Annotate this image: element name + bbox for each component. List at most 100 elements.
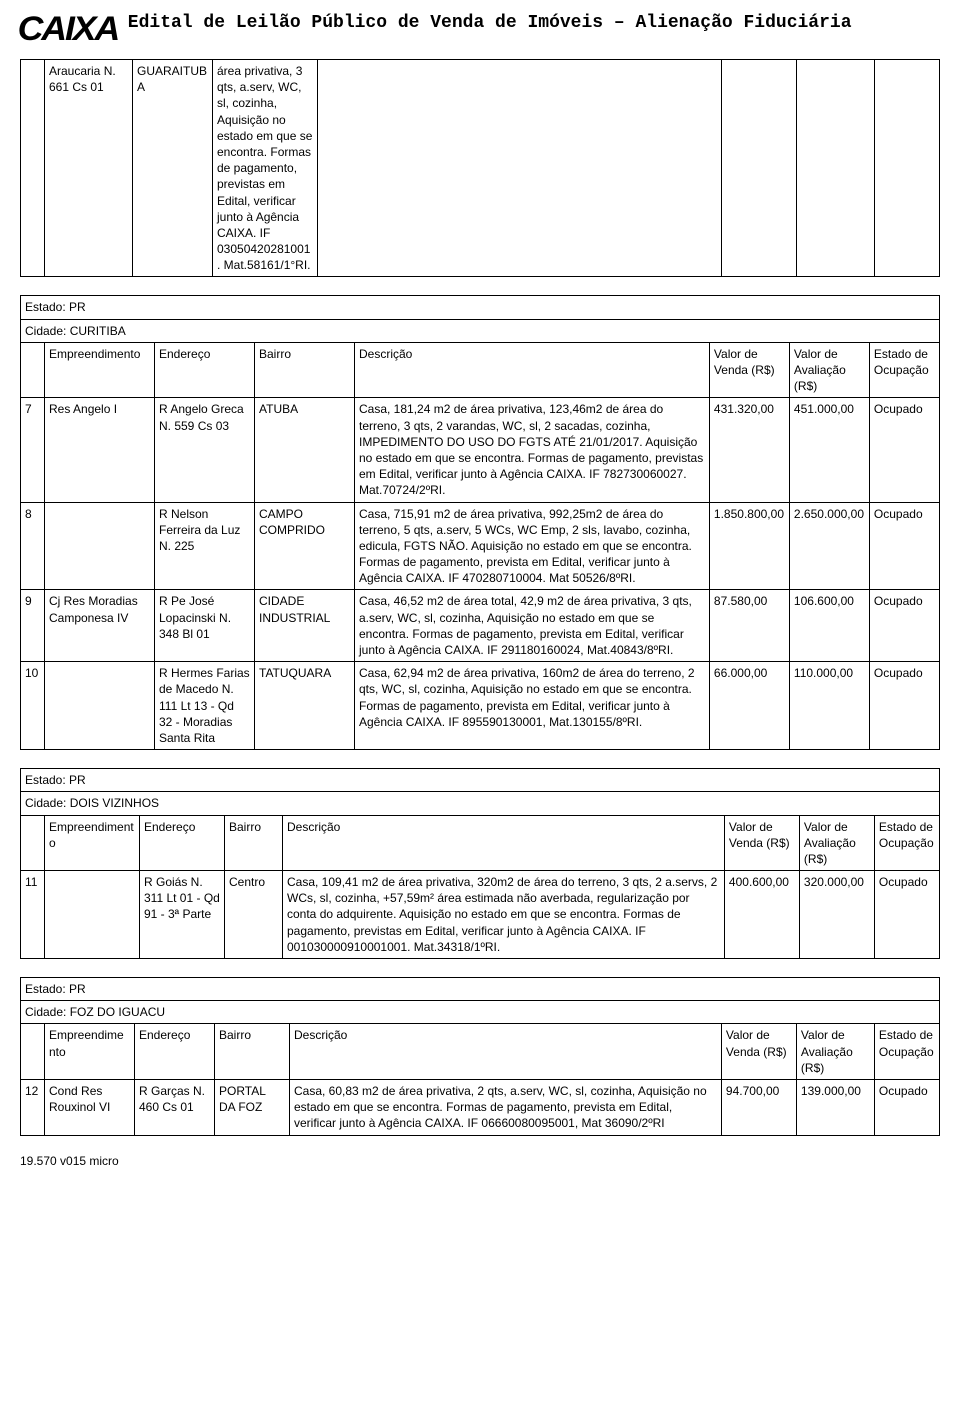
column-header-row: Empreendimento Endereço Bairro Descrição…	[21, 342, 940, 398]
cell-endereco: R Nelson Ferreira da Luz N. 225	[155, 502, 255, 590]
estado-label: Estado: PR	[21, 978, 940, 1001]
cell-ocupacao: Ocupado	[869, 398, 939, 502]
col-header	[21, 1024, 45, 1080]
cell-num: 11	[21, 871, 45, 959]
cell-descricao: área privativa, 3 qts, a.serv, WC, sl, c…	[213, 60, 318, 277]
document-title: Edital de Leilão Público de Venda de Imó…	[128, 10, 940, 35]
cell-ocupacao: Ocupado	[869, 502, 939, 590]
section-cidade-row: Cidade: FOZ DO IGUACU	[21, 1001, 940, 1024]
cell-empreendimento: Cond Res Rouxinol VI	[45, 1079, 135, 1135]
col-header	[21, 342, 45, 398]
cell-valor-avaliacao: 2.650.000,00	[789, 502, 869, 590]
cell-ocupacao: Ocupado	[869, 590, 939, 662]
section-doisvizinhos-table: Estado: PR Cidade: DOIS VIZINHOS Empreen…	[20, 768, 940, 959]
col-header: Bairro	[225, 815, 283, 871]
cell-valor-venda	[318, 60, 722, 277]
cell-extra	[875, 60, 940, 277]
col-header	[21, 815, 45, 871]
cell-valor-avaliacao: 110.000,00	[789, 662, 869, 750]
col-header: Endereço	[135, 1024, 215, 1080]
cell-valor-avaliacao	[722, 60, 797, 277]
section-estado-row: Estado: PR	[21, 296, 940, 319]
section-estado-row: Estado: PR	[21, 769, 940, 792]
cell-descricao: Casa, 62,94 m2 de área privativa, 160m2 …	[355, 662, 710, 750]
cell-valor-avaliacao: 320.000,00	[799, 871, 874, 959]
column-header-row: Empreendimento Endereço Bairro Descrição…	[21, 815, 940, 871]
col-header: Bairro	[215, 1024, 290, 1080]
cell-bairro: TATUQUARA	[255, 662, 355, 750]
continuation-table: Araucaria N. 661 Cs 01 GUARAITUBA área p…	[20, 59, 940, 277]
cell-bairro: GUARAITUBA	[133, 60, 213, 277]
cell-bairro: CIDADE INDUSTRIAL	[255, 590, 355, 662]
cell-valor-venda: 431.320,00	[709, 398, 789, 502]
cell-empreendimento	[45, 662, 155, 750]
table-row: Araucaria N. 661 Cs 01 GUARAITUBA área p…	[21, 60, 940, 277]
section-cidade-row: Cidade: CURITIBA	[21, 319, 940, 342]
cell-num: 8	[21, 502, 45, 590]
cell-valor-venda: 87.580,00	[709, 590, 789, 662]
col-header: Bairro	[255, 342, 355, 398]
col-header: Estado de Ocupação	[874, 1024, 939, 1080]
cell-valor-venda: 400.600,00	[724, 871, 799, 959]
cell-empreendimento: Res Angelo I	[45, 398, 155, 502]
cell-bairro: ATUBA	[255, 398, 355, 502]
col-header: Endereço	[155, 342, 255, 398]
col-header: Valor de Venda (R$)	[724, 815, 799, 871]
cell-bairro: Centro	[225, 871, 283, 959]
col-header: Descrição	[290, 1024, 722, 1080]
cell-num: 10	[21, 662, 45, 750]
cell-valor-avaliacao: 106.600,00	[789, 590, 869, 662]
cell-num: 9	[21, 590, 45, 662]
cell-valor-avaliacao: 139.000,00	[796, 1079, 874, 1135]
cell-endereco: R Garças N. 460 Cs 01	[135, 1079, 215, 1135]
section-estado-row: Estado: PR	[21, 978, 940, 1001]
col-header: Valor de Venda (R$)	[721, 1024, 796, 1080]
cell-num: 7	[21, 398, 45, 502]
cell-valor-venda: 94.700,00	[721, 1079, 796, 1135]
page-footer: 19.570 v015 micro	[20, 1154, 940, 1168]
cell-bairro: PORTAL DA FOZ	[215, 1079, 290, 1135]
cell-descricao: Casa, 60,83 m2 de área privativa, 2 qts,…	[290, 1079, 722, 1135]
table-row: 12 Cond Res Rouxinol VI R Garças N. 460 …	[21, 1079, 940, 1135]
cell-ocupacao: Ocupado	[869, 662, 939, 750]
col-header: Empreendimento	[45, 342, 155, 398]
cell-valor-venda: 1.850.800,00	[709, 502, 789, 590]
cell-empreendimento	[45, 871, 140, 959]
col-header: Empreendimento	[45, 1024, 135, 1080]
cell-num	[21, 60, 45, 277]
col-header: Endereço	[140, 815, 225, 871]
cell-descricao: Casa, 715,91 m2 de área privativa, 992,2…	[355, 502, 710, 590]
cell-descricao: Casa, 181,24 m2 de área privativa, 123,4…	[355, 398, 710, 502]
section-foz-table: Estado: PR Cidade: FOZ DO IGUACU Empreen…	[20, 977, 940, 1136]
col-header: Estado de Ocupação	[874, 815, 939, 871]
col-header: Descrição	[283, 815, 725, 871]
section-curitiba-table: Estado: PR Cidade: CURITIBA Empreendimen…	[20, 295, 940, 750]
col-header: Valor de Venda (R$)	[709, 342, 789, 398]
table-row: 7 Res Angelo I R Angelo Greca N. 559 Cs …	[21, 398, 940, 502]
cell-bairro: CAMPO COMPRIDO	[255, 502, 355, 590]
column-header-row: Empreendimento Endereço Bairro Descrição…	[21, 1024, 940, 1080]
cell-valor-venda: 66.000,00	[709, 662, 789, 750]
table-row: 10 R Hermes Farias de Macedo N. 111 Lt 1…	[21, 662, 940, 750]
col-header: Empreendimento	[45, 815, 140, 871]
cell-descricao: Casa, 109,41 m2 de área privativa, 320m2…	[283, 871, 725, 959]
page-header: CAIXA Edital de Leilão Público de Venda …	[20, 10, 940, 49]
cell-endereco: R Goiás N. 311 Lt 01 - Qd 91 - 3ª Parte	[140, 871, 225, 959]
cell-empreendimento	[45, 502, 155, 590]
estado-label: Estado: PR	[21, 769, 940, 792]
cell-ocupacao: Ocupado	[874, 1079, 939, 1135]
col-header: Estado de Ocupação	[869, 342, 939, 398]
cell-descricao: Casa, 46,52 m2 de área total, 42,9 m2 de…	[355, 590, 710, 662]
cell-endereco: R Hermes Farias de Macedo N. 111 Lt 13 -…	[155, 662, 255, 750]
cell-ocupacao	[797, 60, 875, 277]
caixa-logo: CAIXA	[18, 10, 119, 49]
col-header: Valor de Avaliação (R$)	[796, 1024, 874, 1080]
cidade-label: Cidade: CURITIBA	[21, 319, 940, 342]
col-header: Descrição	[355, 342, 710, 398]
table-row: 8 R Nelson Ferreira da Luz N. 225 CAMPO …	[21, 502, 940, 590]
cell-valor-avaliacao: 451.000,00	[789, 398, 869, 502]
cidade-label: Cidade: FOZ DO IGUACU	[21, 1001, 940, 1024]
cell-endereco: R Angelo Greca N. 559 Cs 03	[155, 398, 255, 502]
section-cidade-row: Cidade: DOIS VIZINHOS	[21, 792, 940, 815]
cell-empreendimento: Cj Res Moradias Camponesa IV	[45, 590, 155, 662]
